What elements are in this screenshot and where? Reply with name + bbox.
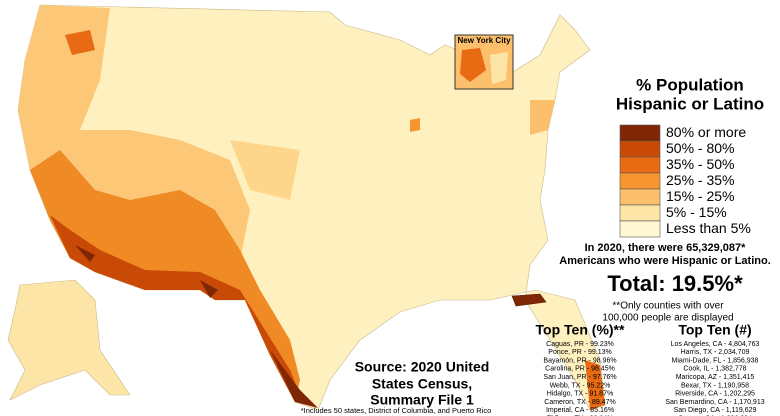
list-item: Cameron, TX - 89.47% (544, 399, 615, 406)
list-item: Bayamón, PR - 98.96% (543, 357, 616, 364)
list-item: Carolina, PR - 98.45% (545, 366, 615, 373)
source-line: States Census, (372, 376, 472, 392)
legend-label: 35% - 50% (666, 156, 734, 172)
list-item: San Juan, PR - 97.76% (543, 374, 616, 381)
list-item: Riverside, CA - 1,202,295 (675, 391, 755, 398)
list-item: San Diego, CA - 1,119,629 (674, 407, 757, 414)
list-item: Los Angeles, CA - 4,804,763 (671, 341, 760, 348)
list-item: Imperial, CA - 85.16% (546, 407, 614, 414)
legend-swatch (619, 220, 661, 238)
inset-label: New York City (457, 36, 511, 45)
list-item: Harris, TX - 2,034,709 (681, 349, 750, 356)
legend-label: 80% or more (666, 124, 746, 140)
footnote: *Includes 50 states, District of Columbi… (301, 406, 492, 415)
list-item: Maricopa, AZ - 1,351,415 (676, 374, 755, 381)
top-lists: Caguas, PR - 99.23%Ponce, PR - 99.13%Bay… (543, 341, 764, 416)
legend-swatch (619, 140, 661, 158)
alaska (7, 279, 131, 401)
title-line: Hispanic or Latino (616, 94, 764, 113)
source-line: Source: 2020 United (355, 359, 490, 375)
legend-label: Less than 5% (666, 220, 751, 236)
legend-label: 15% - 25% (666, 188, 734, 204)
legend-label: 50% - 80% (666, 140, 734, 156)
us-map (7, 4, 606, 411)
nyc-inset: New York City (454, 34, 514, 90)
legend-swatch (619, 156, 661, 174)
note-line: **Only counties with over (612, 301, 724, 312)
note-line: 100,000 people are displayed (602, 313, 733, 324)
northeast-corridor (530, 100, 555, 135)
washington-central (65, 30, 95, 55)
puerto-rico (511, 293, 547, 307)
legend-swatch (619, 204, 661, 222)
total: Total: 19.5%* (607, 271, 743, 296)
list-item: Ponce, PR - 99.13% (548, 349, 611, 356)
legend-label: 5% - 15% (666, 204, 727, 220)
legend-swatch (619, 188, 661, 206)
legend-swatch (619, 124, 661, 142)
source-line: Summary File 1 (370, 392, 474, 408)
legend-swatch (619, 172, 661, 190)
inset-east-region (490, 52, 508, 84)
florida-south (585, 360, 605, 410)
list-item: Webb, TX - 95.22% (550, 382, 611, 389)
chicago (410, 118, 420, 132)
list-heading: Top Ten (#) (678, 322, 751, 338)
list-heading: Top Ten (%)** (536, 322, 625, 338)
title-line: % Population (636, 75, 744, 94)
legend-label: 25% - 35% (666, 172, 734, 188)
summary-line: In 2020, there were 65,329,087* (585, 242, 747, 254)
list-item: Hidalgo, TX - 91.87% (547, 391, 613, 398)
list-item: Caguas, PR - 99.23% (546, 341, 614, 348)
list-item: San Bernardino, CA - 1,170,913 (665, 399, 764, 406)
inset-bronx-region (460, 48, 486, 82)
border-very-high (50, 215, 300, 402)
list-item: Miami-Dade, FL - 1,856,938 (672, 357, 759, 364)
kansas-midwest (230, 140, 300, 200)
list-item: Bexar, TX - 1,190,958 (681, 382, 749, 389)
summary-line: Americans who were Hispanic or Latino. (559, 255, 771, 267)
list-item: Cook, IL - 1,382,778 (683, 366, 746, 373)
rio-grande-max (75, 245, 318, 408)
